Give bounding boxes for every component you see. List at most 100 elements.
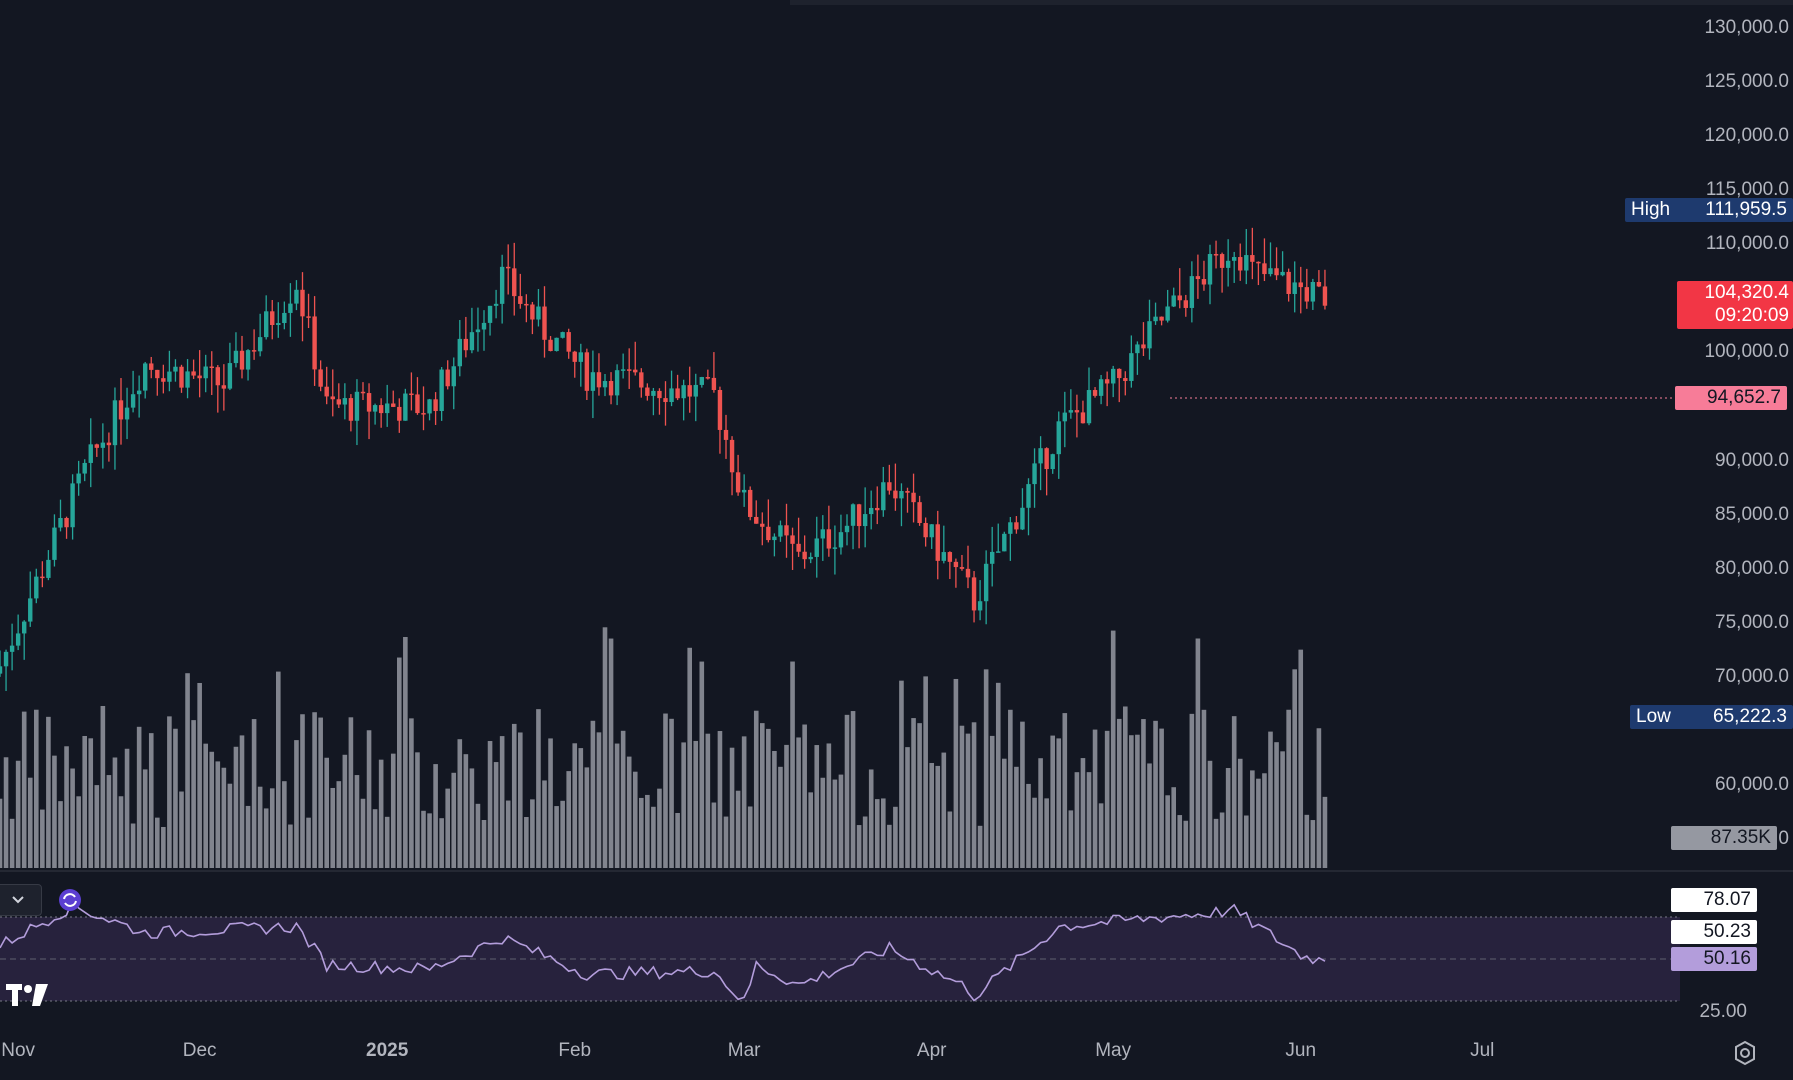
volume-bar [100, 705, 106, 868]
candle-body [1268, 268, 1273, 275]
tradingview-logo-icon [6, 984, 48, 1006]
volume-bar [1116, 718, 1122, 868]
time-tick-label: 2025 [366, 1040, 409, 1061]
volume-bar [427, 813, 432, 868]
volume-bar [257, 786, 263, 868]
volume-bar [784, 744, 789, 868]
candle-body [221, 385, 227, 389]
collapse-pane-button[interactable] [0, 884, 42, 916]
volume-bar [1062, 713, 1068, 868]
volume-bar [215, 761, 221, 868]
candle-body [1225, 260, 1231, 268]
candle-body [620, 369, 626, 371]
volume-bar [1189, 713, 1195, 868]
volume-bar [3, 757, 9, 868]
volume-bar [282, 781, 287, 868]
candle-body [1213, 254, 1219, 256]
high-value-tag: 111,959.5 [1671, 198, 1793, 222]
settings-button[interactable] [1730, 1038, 1760, 1068]
top-panel-edge [790, 0, 1793, 5]
candle-body [796, 543, 801, 552]
candle-body [663, 398, 668, 403]
volume-bar [136, 726, 142, 868]
volume-bar [1286, 709, 1291, 868]
candle-body [318, 369, 323, 387]
candle-body [15, 633, 21, 646]
rsi-indicator-button[interactable] [54, 886, 86, 914]
candle-body [560, 332, 565, 338]
candle-body [493, 303, 499, 306]
candle-body [499, 266, 505, 304]
volume-bar [390, 753, 396, 868]
candle-body [869, 507, 874, 515]
candle-body [850, 504, 856, 526]
volume-bar [1274, 742, 1279, 868]
indicator-icon [59, 889, 81, 911]
candle-body [808, 556, 813, 560]
volume-bar [9, 818, 15, 868]
volume-bar [717, 731, 723, 868]
candle-body [1183, 300, 1188, 308]
candle-body [439, 369, 444, 412]
volume-bar [288, 824, 293, 868]
candle-body [239, 350, 245, 370]
volume-bar [1250, 770, 1255, 868]
volume-bar [850, 711, 856, 868]
candle-body [330, 396, 335, 400]
candle-body [705, 377, 711, 379]
candle-body [58, 518, 63, 528]
volume-bar [832, 779, 838, 868]
candle-body [1189, 276, 1195, 308]
price-tick-label: 90,000.0 [1715, 449, 1789, 471]
price-tick-label: 75,000.0 [1715, 611, 1789, 633]
candle-body [1056, 421, 1061, 455]
volume-bar [1074, 772, 1080, 868]
volume-bar [657, 788, 662, 868]
rsi-ma-tag: 50.23 [1671, 920, 1757, 944]
candle-body [385, 403, 390, 414]
candle-body [1123, 378, 1128, 381]
candle-body [251, 350, 257, 352]
volume-bar [965, 733, 971, 868]
volume-bar [614, 743, 620, 868]
candle-body [378, 405, 384, 414]
volume-bar [124, 748, 130, 868]
candlesticks [0, 227, 1328, 692]
candle-body [1298, 282, 1303, 288]
volume-bar [1135, 734, 1140, 868]
tradingview-logo[interactable] [4, 980, 56, 1010]
candle-body [566, 332, 571, 352]
volume-bar [15, 760, 21, 868]
candle-body [1086, 390, 1092, 424]
candle-body [1062, 412, 1067, 422]
candle-body [530, 304, 535, 320]
volume-bar [669, 718, 674, 868]
candle-body [1250, 255, 1255, 262]
candle-body [427, 399, 432, 414]
candle-body [675, 388, 680, 399]
candle-body [155, 369, 160, 379]
candle-body [735, 472, 741, 493]
candle-body [711, 377, 717, 390]
volume-bar [548, 738, 553, 868]
candle-body [524, 303, 529, 306]
rsi-value-tag: 50.16 [1671, 947, 1757, 971]
volume-bar [294, 740, 299, 868]
candle-body [1244, 255, 1249, 271]
candle-body [185, 371, 190, 388]
candle-body [1274, 268, 1279, 276]
volume-bar [651, 806, 656, 868]
volume-bar [142, 769, 148, 868]
volume-bar [741, 736, 747, 868]
volume-bar [796, 737, 801, 868]
candle-body [481, 322, 487, 330]
candle-body [469, 332, 475, 351]
candle-body [173, 366, 178, 372]
volume-bar [1008, 709, 1013, 868]
candle-body [233, 350, 239, 364]
candle-body [94, 444, 99, 448]
volume-bar [790, 661, 795, 868]
candle-body [209, 366, 214, 369]
volume-bar [306, 817, 311, 868]
